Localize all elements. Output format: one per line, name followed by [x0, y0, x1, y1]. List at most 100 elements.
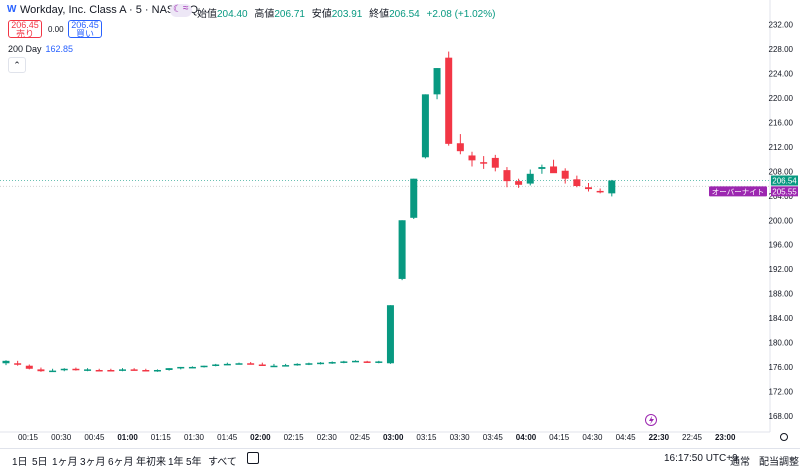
- x-tick-label: 01:00: [117, 433, 138, 442]
- dividend-adjust-toggle[interactable]: 配当調整: [759, 457, 799, 468]
- candle-body: [282, 365, 290, 367]
- candle-body: [130, 369, 138, 371]
- candle-body: [177, 366, 185, 369]
- open-label: 始值: [197, 9, 217, 20]
- sell-label: 売り: [15, 29, 34, 39]
- close-value: 206.54: [389, 9, 420, 20]
- timeframe-1y[interactable]: 1年: [168, 457, 184, 468]
- timeframe-5y[interactable]: 5年: [186, 457, 202, 468]
- timeframe-5d[interactable]: 5日: [32, 457, 48, 468]
- y-tick-label: 196.00: [769, 241, 794, 250]
- candle-body: [49, 370, 57, 373]
- candle-body: [468, 155, 476, 161]
- lightning-icon: [645, 414, 657, 426]
- candle-body: [258, 364, 266, 366]
- x-tick-label: 03:00: [383, 433, 404, 442]
- candle-body: [608, 180, 616, 194]
- lightning-bolt-icon: [649, 416, 654, 425]
- candle-body: [491, 157, 499, 168]
- candle-body: [480, 162, 488, 164]
- buy-button[interactable]: 206.45 買い: [68, 20, 102, 39]
- y-tick-label: 216.00: [769, 118, 794, 127]
- candle-body: [456, 143, 464, 152]
- candle-body: [153, 369, 161, 372]
- sell-price: 206.45: [11, 20, 39, 30]
- timeframe-ytd[interactable]: 年初来: [136, 457, 166, 468]
- x-tick-label: 02:45: [350, 433, 371, 442]
- candle-body: [119, 369, 126, 371]
- timeframe-6m[interactable]: 6ヶ月: [108, 457, 134, 468]
- candle-body: [538, 167, 546, 169]
- calendar-icon[interactable]: [247, 452, 259, 464]
- session-selector[interactable]: 通常: [730, 457, 750, 468]
- candle-body: [200, 365, 208, 368]
- candle-body: [72, 368, 80, 371]
- y-tick-label: 220.00: [769, 94, 794, 103]
- candle-body: [363, 361, 371, 363]
- candle-body: [585, 187, 592, 190]
- indicator-value: 162.85: [45, 44, 74, 54]
- low-label: 安値: [311, 9, 332, 20]
- chart-header: W Workday, Inc. Class A · 5 · NASDAQ ☾ ≈…: [0, 0, 770, 20]
- timeframe-all[interactable]: すべて: [208, 457, 237, 468]
- candle-body: [107, 369, 115, 372]
- x-tick-label: 23:00: [715, 433, 736, 442]
- candle-body: [340, 361, 348, 363]
- overnight-label-text: オーバーナイト: [712, 187, 764, 196]
- candle-body: [526, 173, 534, 184]
- sell-button[interactable]: 206.45 売り: [8, 20, 42, 39]
- candle-body: [515, 181, 523, 185]
- candle-body: [84, 369, 92, 371]
- ohlc-readout: 始值204.40 高値206.71 安値203.91 終値206.54 +2.0…: [197, 5, 499, 20]
- y-tick-label: 212.00: [769, 143, 794, 152]
- y-tick-label: 188.00: [769, 290, 794, 299]
- candle-body: [270, 365, 278, 368]
- timeframe-1m[interactable]: 1ヶ月: [52, 457, 78, 468]
- candle-body: [328, 362, 336, 364]
- session-mode-toggle[interactable]: ☾ ≈: [170, 3, 192, 17]
- x-tick-label: 04:45: [616, 433, 637, 442]
- candle-body: [445, 57, 453, 144]
- x-tick-label: 04:15: [549, 433, 570, 442]
- candle-body: [398, 220, 406, 279]
- y-tick-label: 208.00: [769, 167, 794, 176]
- y-tick-label: 168.00: [769, 412, 794, 421]
- price-chart[interactable]: 168.00 172.00 176.00 180.00 184.00 188.00 192.…: [0, 0, 800, 448]
- candle-body: [503, 170, 511, 182]
- candle-body: [95, 369, 103, 372]
- candle-body: [573, 179, 581, 187]
- y-tick-label: 184.00: [769, 314, 794, 323]
- clock[interactable]: 16:17:50 UTC+9: [664, 453, 738, 464]
- x-tick-label: 04:00: [516, 433, 537, 442]
- y-tick-label: 180.00: [769, 338, 794, 347]
- high-value: 206.71: [274, 9, 305, 20]
- candle-body: [14, 363, 22, 365]
- candle-body: [2, 360, 10, 364]
- x-tick-label: 02:30: [317, 433, 338, 442]
- y-tick-label: 224.00: [769, 70, 794, 79]
- candle-body: [386, 305, 394, 364]
- x-tick-label: 03:15: [416, 433, 437, 442]
- x-tick-label: 03:30: [450, 433, 471, 442]
- timeframe-1d[interactable]: 1日: [12, 457, 28, 468]
- spread-value: 0.00: [48, 25, 64, 34]
- candle-body: [375, 361, 383, 363]
- timeframe-3m[interactable]: 3ヶ月: [80, 457, 106, 468]
- tradingview-logo-icon: W: [7, 4, 17, 15]
- last-price-tag: [771, 175, 798, 186]
- x-tick-label: 00:15: [18, 433, 39, 442]
- candle-body: [165, 368, 173, 370]
- candle-body: [60, 368, 68, 371]
- bottom-toolbar: 1日 5日 1ヶ月 3ヶ月 6ヶ月 年初来 1年 5年 すべて 16:17:50…: [0, 448, 800, 468]
- x-tick-label: 01:30: [184, 433, 205, 442]
- x-tick-label: 01:45: [217, 433, 238, 442]
- y-tick-label: 192.00: [769, 265, 794, 274]
- indicator-legend[interactable]: 200 Day 162.85: [8, 44, 73, 54]
- candle-body: [352, 360, 359, 363]
- candle-body: [421, 94, 429, 158]
- y-tick-label: 228.00: [769, 45, 794, 54]
- chevron-up-icon[interactable]: ⌃: [8, 57, 26, 73]
- candle-body: [223, 363, 231, 366]
- candle-body: [305, 363, 313, 365]
- symbol-title[interactable]: Workday, Inc. Class A · 5 · NASDAQ: [20, 4, 199, 16]
